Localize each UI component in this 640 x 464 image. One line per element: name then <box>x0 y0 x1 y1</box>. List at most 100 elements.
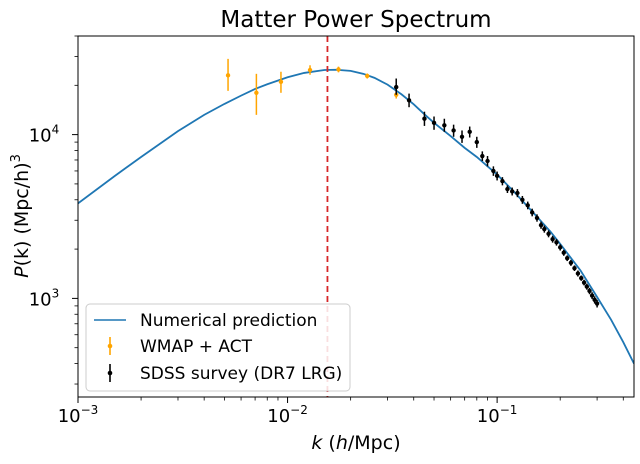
data-point-sdss <box>491 166 496 176</box>
y-tick-label-base: 10 <box>29 126 52 147</box>
data-point-wmap <box>307 65 313 75</box>
marker-sdss <box>442 123 447 128</box>
data-point-sdss <box>459 130 465 143</box>
data-point-sdss <box>561 249 566 256</box>
data-point-sdss <box>572 265 577 271</box>
marker-sdss <box>467 129 472 135</box>
data-point-sdss <box>542 225 547 233</box>
x-tick-label-exp: −3 <box>81 403 99 417</box>
marker-sdss <box>505 186 510 192</box>
marker-wmap <box>278 79 284 85</box>
marker-sdss <box>546 231 551 236</box>
data-point-sdss <box>546 230 551 238</box>
legend-label-numerical: Numerical prediction <box>140 311 317 331</box>
x-tick-label-exp: −1 <box>500 403 518 417</box>
marker-wmap <box>307 67 313 73</box>
marker-sdss <box>474 139 480 145</box>
y-axis-label: P(k) (Mpc/h)3 <box>9 154 33 278</box>
data-point-sdss <box>594 299 600 308</box>
data-point-wmap <box>365 73 370 79</box>
x-tick-label-exp: −2 <box>290 403 308 417</box>
data-point-sdss <box>592 296 597 304</box>
legend: Numerical prediction WMAP + ACT SDSS sur… <box>85 303 351 392</box>
marker-sdss <box>491 168 496 174</box>
marker-sdss <box>529 210 535 215</box>
marker-sdss <box>451 128 456 133</box>
legend-marker-sdss-icon <box>107 370 113 376</box>
x-axis-label: k (h/Mpc) <box>311 432 400 454</box>
marker-sdss <box>557 245 563 250</box>
data-point-sdss <box>406 93 412 108</box>
data-point-sdss <box>589 292 595 300</box>
y-tick-label-base: 10 <box>29 289 52 310</box>
marker-sdss <box>485 158 490 164</box>
marker-sdss <box>581 280 587 285</box>
marker-sdss <box>538 222 544 228</box>
marker-sdss <box>572 265 577 271</box>
series-line-numerical-prediction <box>78 68 634 364</box>
data-point-sdss <box>581 279 587 286</box>
data-point-wmap <box>336 66 341 73</box>
x-tick-label: 10−3 <box>58 403 99 427</box>
marker-sdss <box>589 293 595 298</box>
x-axis-label-var: k <box>311 432 323 454</box>
data-point-sdss <box>525 201 530 210</box>
data-point-sdss <box>505 185 510 194</box>
data-point-sdss <box>529 208 535 217</box>
legend-marker-wmap-icon <box>107 343 113 349</box>
x-axis-label-open: ( <box>322 432 335 454</box>
data-point-sdss <box>431 116 437 130</box>
plot-inner <box>78 36 634 397</box>
marker-sdss <box>494 173 500 179</box>
data-point-sdss <box>575 270 581 277</box>
marker-sdss <box>422 116 427 121</box>
marker-sdss <box>575 271 581 276</box>
data-point-sdss <box>557 244 563 251</box>
y-axis-label-unit: (Mpc/h) <box>11 162 33 240</box>
data-point-sdss <box>422 111 427 126</box>
marker-sdss <box>568 260 574 265</box>
data-point-sdss <box>485 156 490 167</box>
data-point-sdss <box>538 221 544 229</box>
data-point-sdss <box>550 235 555 243</box>
x-axis-label-unit: /Mpc) <box>348 432 401 454</box>
data-point-sdss <box>480 151 485 162</box>
plot-frame <box>77 35 635 398</box>
marker-sdss <box>554 240 559 245</box>
y-axis-label-p: P <box>11 266 33 278</box>
plot-area <box>78 36 634 397</box>
data-point-sdss <box>554 239 559 246</box>
y-tick-label-exp: 4 <box>52 123 60 137</box>
data-point-wmap <box>254 73 259 115</box>
chart-title: Matter Power Spectrum <box>220 7 491 33</box>
data-point-sdss <box>442 118 447 132</box>
x-tick-label: 10−1 <box>477 403 518 427</box>
marker-sdss <box>406 98 412 103</box>
marker-sdss <box>550 236 555 242</box>
data-point-wmap <box>278 71 284 93</box>
y-tick-label: 103 <box>29 286 60 310</box>
marker-sdss <box>561 250 566 255</box>
marker-wmap <box>394 92 399 98</box>
x-axis-label-h: h <box>336 432 348 454</box>
data-point-sdss <box>394 78 399 95</box>
marker-wmap <box>225 73 231 78</box>
marker-sdss <box>459 134 465 139</box>
data-point-sdss <box>500 177 505 186</box>
x-tick-label-base: 10 <box>477 406 500 427</box>
data-point-sdss <box>587 287 592 295</box>
data-point-sdss <box>451 124 456 137</box>
marker-wmap <box>365 73 370 79</box>
data-point-sdss <box>474 136 480 148</box>
marker-sdss <box>534 215 540 221</box>
marker-sdss <box>592 297 597 303</box>
marker-wmap <box>254 90 259 95</box>
legend-label-sdss: SDSS survey (DR7 LRG) <box>140 364 342 384</box>
marker-sdss <box>509 189 515 194</box>
marker-sdss <box>587 288 592 294</box>
data-point-sdss <box>584 283 590 290</box>
legend-box <box>85 303 351 392</box>
